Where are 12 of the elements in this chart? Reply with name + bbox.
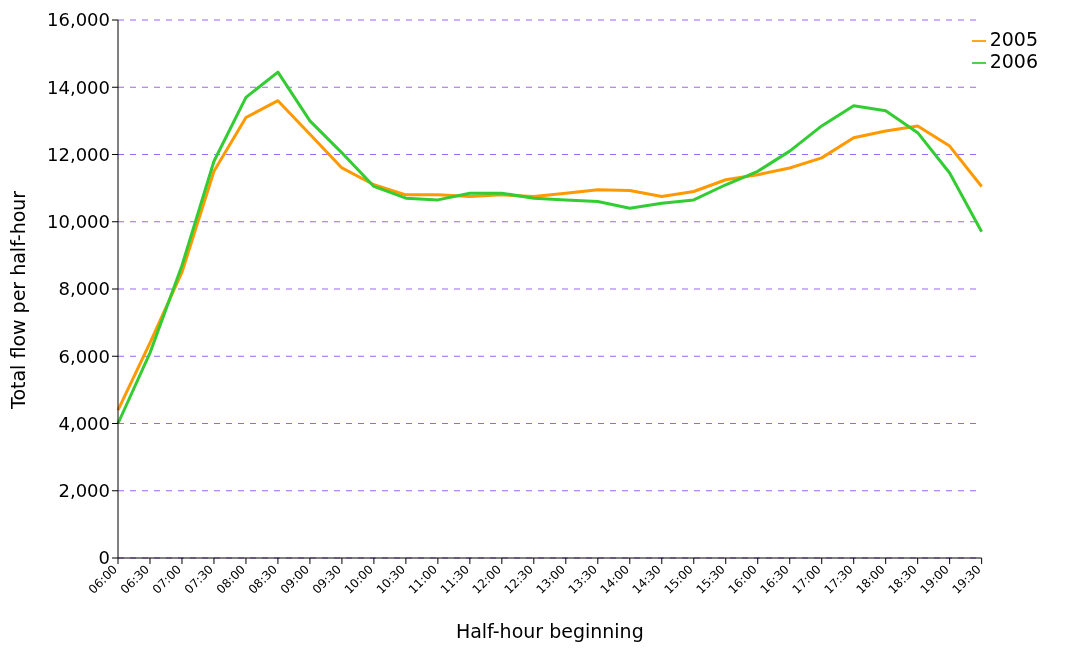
y-tick-label: 12,000 xyxy=(47,143,110,165)
legend-label: 2005 xyxy=(989,28,1038,50)
y-tick-label: 8,000 xyxy=(58,278,110,300)
y-tick-label: 2,000 xyxy=(58,480,110,502)
y-tick-label: 6,000 xyxy=(58,345,110,367)
y-tick-label: 10,000 xyxy=(47,211,110,233)
y-tick-label: 14,000 xyxy=(47,76,110,98)
y-tick-label: 4,000 xyxy=(58,412,110,434)
legend-label: 2006 xyxy=(989,50,1038,72)
y-tick-label: 16,000 xyxy=(47,9,110,31)
x-axis-title: Half-hour beginning xyxy=(455,620,644,642)
y-axis-title: Total flow per half-hour xyxy=(6,190,29,410)
